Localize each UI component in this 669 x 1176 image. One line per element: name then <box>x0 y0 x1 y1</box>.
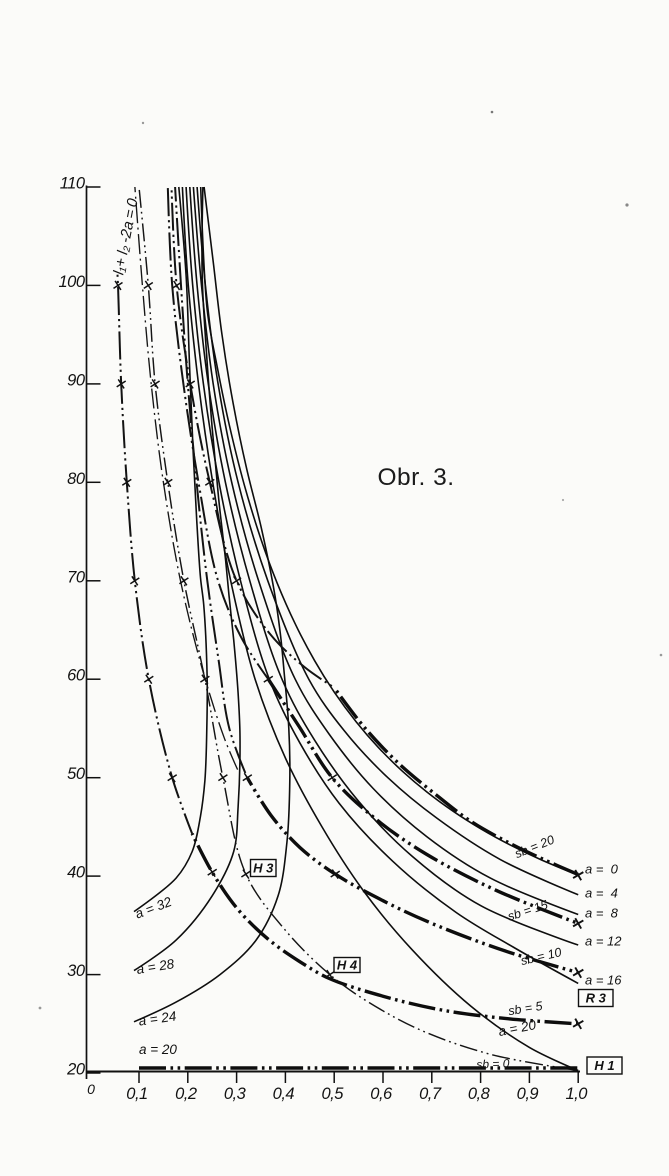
svg-text:R 3: R 3 <box>586 991 607 1006</box>
svg-text:100: 100 <box>58 273 85 291</box>
svg-text:sb = 5: sb = 5 <box>507 999 543 1018</box>
svg-text:0,2: 0,2 <box>175 1085 197 1103</box>
svg-text:a = 20: a = 20 <box>497 1017 538 1039</box>
svg-text:0,7: 0,7 <box>419 1085 442 1103</box>
svg-text:0,8: 0,8 <box>468 1085 491 1103</box>
svg-text:a = 4: a = 4 <box>585 886 618 901</box>
svg-text:0,1: 0,1 <box>126 1085 147 1103</box>
svg-text:Obr. 3.: Obr. 3. <box>377 464 454 491</box>
svg-text:a = 16: a = 16 <box>585 973 622 988</box>
svg-text:a = 12: a = 12 <box>585 934 622 949</box>
svg-text:a = 28: a = 28 <box>135 956 175 977</box>
svg-text:0,3: 0,3 <box>224 1085 247 1103</box>
svg-text:50: 50 <box>67 765 86 783</box>
svg-text:30: 30 <box>67 962 86 980</box>
svg-text:40: 40 <box>67 864 86 882</box>
svg-text:a = 24: a = 24 <box>138 1008 178 1028</box>
svg-text:a = 20: a = 20 <box>139 1042 177 1057</box>
svg-text:sb = 0: sb = 0 <box>476 1056 510 1071</box>
svg-text:80: 80 <box>67 470 86 488</box>
svg-text:90: 90 <box>67 371 86 389</box>
svg-text:sb = 10: sb = 10 <box>519 945 562 968</box>
svg-text:H 4: H 4 <box>337 958 358 973</box>
svg-text:l₁+ l₂ -2a = 0: l₁+ l₂ -2a = 0 <box>110 196 142 276</box>
svg-text:0,9: 0,9 <box>517 1085 539 1103</box>
svg-text:sb = 15: sb = 15 <box>506 898 550 924</box>
svg-text:70: 70 <box>67 568 86 586</box>
svg-text:0,5: 0,5 <box>321 1085 344 1103</box>
svg-text:H 3: H 3 <box>253 861 274 876</box>
svg-text:0,4: 0,4 <box>273 1085 295 1103</box>
svg-text:a = 0: a = 0 <box>585 862 619 877</box>
svg-text:1,0: 1,0 <box>565 1085 588 1103</box>
svg-text:0,6: 0,6 <box>370 1085 393 1103</box>
svg-text:0: 0 <box>87 1081 95 1097</box>
svg-text:60: 60 <box>67 667 86 685</box>
svg-text:110: 110 <box>60 175 86 193</box>
svg-text:H 1: H 1 <box>594 1058 614 1073</box>
svg-text:a = 8: a = 8 <box>585 906 619 921</box>
svg-text:20: 20 <box>66 1061 86 1079</box>
